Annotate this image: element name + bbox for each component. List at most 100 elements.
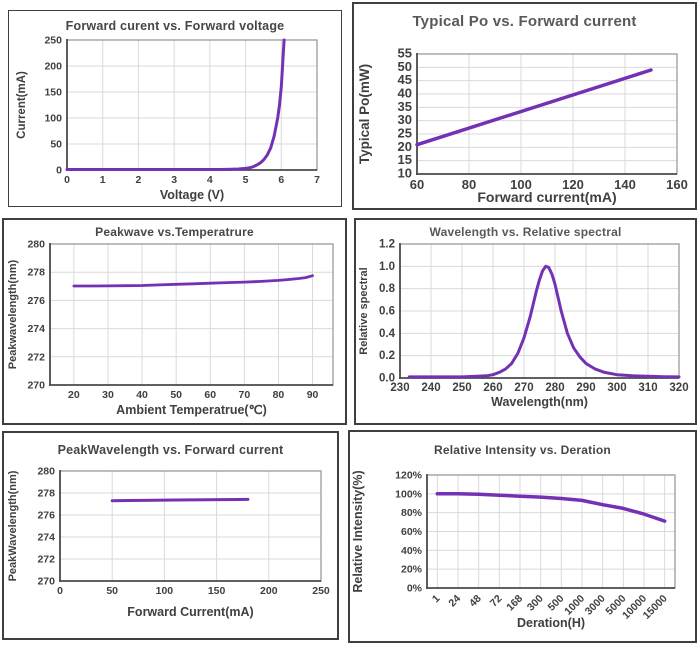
svg-text:250: 250 [312,585,330,597]
chart-title-peakwavelength-vs-current: PeakWavelength vs. Forward current [57,443,284,457]
svg-text:168: 168 [504,593,525,614]
svg-text:1: 1 [100,174,106,186]
svg-text:25: 25 [398,126,412,141]
panel-relative-intensity-vs-deration: Relative Intensity vs. Deration 1 24 48 72 1… [348,430,697,643]
svg-text:40: 40 [136,389,148,401]
svg-text:90: 90 [307,389,319,401]
chart-title-derating: Relative Intensity vs. Deration [434,443,611,457]
svg-text:15000: 15000 [641,593,670,622]
svg-text:Peakwavelength(nm): Peakwavelength(nm) [7,259,19,369]
svg-text:60%: 60% [401,526,423,538]
svg-text:274: 274 [37,532,55,544]
svg-text:0: 0 [64,174,70,186]
svg-text:0.0: 0.0 [379,373,395,385]
svg-text:Forward current(mA): Forward current(mA) [477,189,616,205]
svg-text:0%: 0% [407,583,423,595]
panel-typical-po-vs-current: Typical Po vs. Forward current 60 80 100 12… [352,2,697,210]
svg-text:300: 300 [525,593,546,614]
svg-text:100: 100 [510,177,532,192]
svg-text:20%: 20% [401,564,423,576]
svg-text:48: 48 [467,593,484,610]
svg-text:30: 30 [102,389,114,401]
svg-text:15: 15 [398,152,412,167]
svg-text:30: 30 [398,112,412,127]
svg-text:0.2: 0.2 [379,350,395,362]
svg-text:50: 50 [170,389,182,401]
svg-text:100%: 100% [395,488,423,500]
svg-text:PeakWavelength(nm): PeakWavelength(nm) [7,470,19,581]
svg-text:272: 272 [37,554,55,566]
svg-text:300: 300 [607,382,626,394]
svg-text:24: 24 [446,593,463,610]
svg-text:280: 280 [545,382,564,394]
svg-text:40%: 40% [401,545,423,557]
svg-text:10: 10 [398,166,412,181]
svg-text:100: 100 [156,585,174,597]
svg-text:320: 320 [669,382,688,394]
svg-text:160: 160 [666,177,688,192]
svg-text:4: 4 [207,174,213,186]
svg-text:Wavelength(nm): Wavelength(nm) [491,395,588,409]
svg-text:140: 140 [614,177,636,192]
svg-text:50: 50 [398,59,412,74]
svg-text:272: 272 [27,351,45,363]
svg-text:280: 280 [27,239,45,251]
panel-forward-current-vs-voltage: Forward curent vs. Forward voltage 0 1 2 3 4… [8,10,342,207]
svg-text:150: 150 [44,87,62,99]
svg-text:70: 70 [239,389,251,401]
svg-text:55: 55 [398,46,412,61]
svg-text:120: 120 [562,177,584,192]
svg-text:0.4: 0.4 [379,328,396,340]
peakwave-vs-temperature-chart: 20 30 40 50 60 70 80 90 270 272 274 276 278 280 Ambien… [7,239,334,417]
svg-text:Typical Po(mW): Typical Po(mW) [357,64,372,164]
svg-text:80: 80 [273,389,285,401]
chart-title-po-vs-current: Typical Po vs. Forward current [412,13,637,30]
peakwave-vs-current-chart: 0 50 100 150 200 250 270 272 274 276 278 280 Forward… [7,466,330,620]
panel-peakwave-vs-temperature: Peakwave vs.Temperatrure 20 30 40 50 60 70 80 9… [2,218,347,425]
svg-text:240: 240 [421,382,440,394]
svg-text:1: 1 [430,593,443,606]
svg-text:260: 260 [483,382,502,394]
svg-text:274: 274 [27,323,45,335]
svg-text:7: 7 [314,174,320,186]
svg-text:20: 20 [68,389,80,401]
iv-curve-chart: 0 1 2 3 4 5 6 7 0 50 100 150 200 250 Voltage (V) Curren… [16,35,320,203]
svg-text:35: 35 [398,99,412,114]
svg-text:200: 200 [44,61,62,73]
svg-text:0.8: 0.8 [379,283,396,295]
svg-text:200: 200 [260,585,278,597]
svg-text:80: 80 [462,177,476,192]
svg-text:0: 0 [57,585,63,597]
svg-text:20: 20 [398,139,412,154]
svg-text:Current(mA): Current(mA) [16,71,28,139]
svg-text:50: 50 [106,585,118,597]
spectrum-chart: 230 240 250 260 270 280 290 300 310 320 0.0 0.2 0.4 0… [358,239,689,410]
chart-title-iv-curve: Forward curent vs. Forward voltage [65,19,285,33]
svg-text:120%: 120% [395,470,423,482]
svg-text:250: 250 [452,382,471,394]
svg-text:278: 278 [27,267,45,279]
svg-text:276: 276 [37,510,55,522]
svg-text:50: 50 [50,139,62,151]
svg-text:6: 6 [278,174,284,186]
panel-peakwavelength-vs-current: PeakWavelength vs. Forward current 0 50 10… [2,431,339,640]
svg-text:60: 60 [410,177,424,192]
svg-text:45: 45 [398,72,412,87]
svg-text:0: 0 [56,165,62,177]
svg-text:230: 230 [390,382,409,394]
svg-text:Ambient Temperatrue(℃): Ambient Temperatrue(℃) [116,403,267,417]
svg-text:Forward Current(mA): Forward Current(mA) [127,605,253,619]
svg-text:1.0: 1.0 [379,261,395,273]
svg-text:Relative spectral: Relative spectral [358,267,370,354]
svg-text:0.6: 0.6 [379,306,395,318]
svg-text:150: 150 [208,585,226,597]
panel-wavelength-vs-spectral: Wavelength vs. Relative spectral 230 240 2… [354,218,697,425]
svg-text:270: 270 [514,382,533,394]
svg-text:270: 270 [27,380,45,392]
chart-title-peakwave-vs-temperature: Peakwave vs.Temperatrure [95,225,254,239]
derating-chart: 1 24 48 72 168 300 50010003000500010000150000%… [351,470,676,630]
svg-text:280: 280 [37,466,55,478]
svg-text:290: 290 [576,382,595,394]
